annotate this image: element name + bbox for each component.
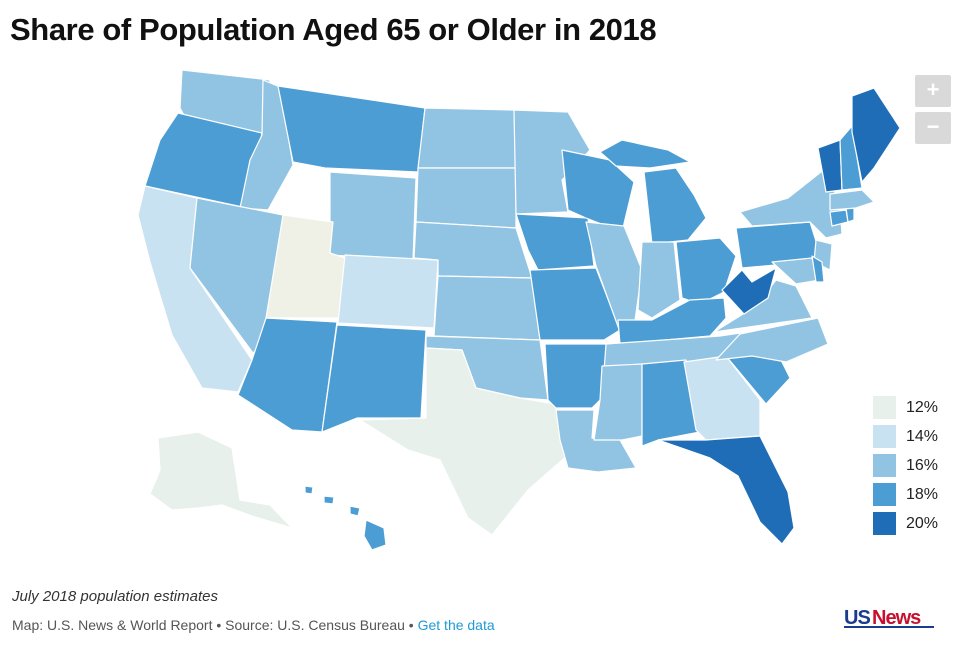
- state-missouri[interactable]: [529, 267, 621, 341]
- state-hawaii-maui[interactable]: [349, 505, 361, 517]
- legend-item-20: 20%: [873, 509, 938, 538]
- state-texas[interactable]: [359, 347, 569, 536]
- state-florida[interactable]: [657, 435, 795, 545]
- legend-item-12: 12%: [873, 393, 938, 422]
- state-rhode-island[interactable]: [845, 207, 855, 223]
- legend-label: 18%: [906, 485, 939, 503]
- state-new-hampshire[interactable]: [839, 125, 863, 191]
- state-michigan-up[interactable]: [599, 139, 691, 169]
- state-kansas[interactable]: [433, 275, 541, 341]
- legend-swatch: [873, 454, 896, 477]
- footnote: July 2018 population estimates: [12, 588, 218, 605]
- state-maine[interactable]: [851, 87, 901, 183]
- state-indiana[interactable]: [637, 241, 681, 319]
- map-title: Share of Population Aged 65 or Older in …: [10, 12, 657, 47]
- state-hawaii-oahu[interactable]: [323, 495, 335, 505]
- state-north-dakota[interactable]: [417, 107, 517, 169]
- legend-swatch: [873, 512, 896, 535]
- state-oregon[interactable]: [144, 112, 263, 209]
- svg-text:News: News: [872, 607, 921, 629]
- state-wyoming[interactable]: [329, 171, 417, 261]
- state-mississippi[interactable]: [593, 363, 643, 441]
- state-new-york[interactable]: [739, 167, 843, 239]
- zoom-out-button[interactable]: −: [915, 112, 951, 144]
- legend-item-16: 16%: [873, 451, 938, 480]
- state-south-dakota[interactable]: [415, 167, 517, 229]
- state-arkansas[interactable]: [544, 343, 607, 409]
- state-hawaii-kauai[interactable]: [304, 485, 314, 495]
- state-arizona[interactable]: [237, 317, 338, 433]
- legend-swatch: [873, 396, 896, 419]
- legend: 12% 14% 16% 18% 20%: [873, 393, 938, 538]
- state-massachusetts[interactable]: [829, 189, 875, 211]
- state-colorado[interactable]: [337, 254, 439, 329]
- legend-label: 12%: [906, 398, 939, 416]
- state-montana[interactable]: [277, 85, 426, 173]
- credit-line: Map: U.S. News & World Report • Source: …: [12, 617, 495, 633]
- legend-swatch: [873, 483, 896, 506]
- state-new-mexico[interactable]: [321, 324, 427, 433]
- state-alaska[interactable]: [149, 431, 293, 529]
- state-iowa[interactable]: [515, 213, 595, 271]
- state-michigan[interactable]: [643, 167, 707, 245]
- state-louisiana[interactable]: [555, 409, 637, 473]
- state-north-carolina[interactable]: [715, 317, 829, 363]
- legend-label: 20%: [906, 514, 939, 532]
- get-the-data-link[interactable]: Get the data: [417, 617, 495, 633]
- legend-swatch: [873, 425, 896, 448]
- zoom-in-button[interactable]: +: [915, 75, 951, 107]
- state-connecticut[interactable]: [829, 209, 849, 227]
- legend-label: 14%: [906, 427, 939, 445]
- state-delaware[interactable]: [811, 255, 825, 283]
- legend-label: 16%: [906, 456, 939, 474]
- state-hawaii-main[interactable]: [363, 519, 387, 551]
- usnews-logo: US News: [842, 605, 938, 629]
- svg-text:US: US: [844, 607, 870, 629]
- legend-item-14: 14%: [873, 422, 938, 451]
- credit-text: Map: U.S. News & World Report • Source: …: [12, 617, 418, 633]
- legend-item-18: 18%: [873, 480, 938, 509]
- state-west-virginia[interactable]: [721, 267, 777, 315]
- state-alabama[interactable]: [641, 359, 701, 447]
